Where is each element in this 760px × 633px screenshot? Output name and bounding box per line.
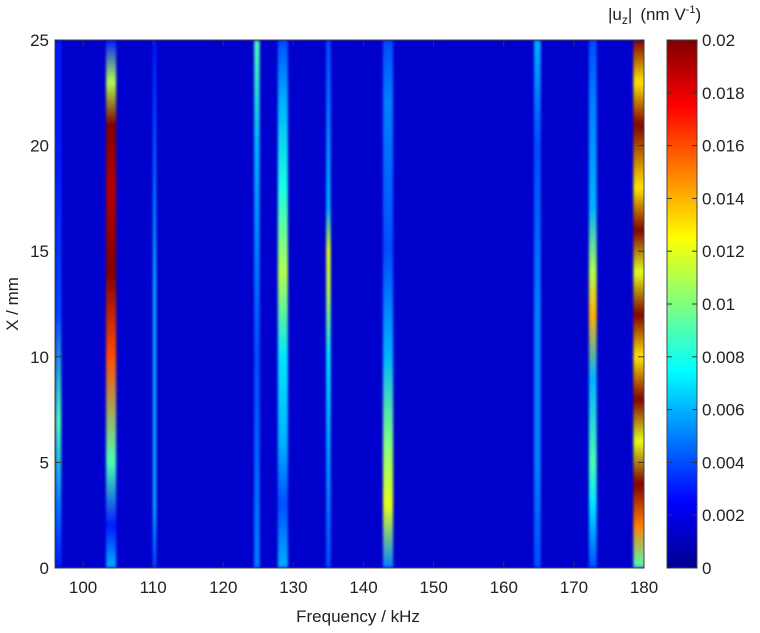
- colorbar-ticks: 0 0.002 0.004 0.006 0.008 0.01 0.012 0.014 0.016…: [667, 31, 745, 578]
- y-axis-ticks: 0 5 10 15 20 25: [30, 31, 644, 578]
- colorbar-tick-label: 0: [702, 559, 711, 578]
- heatmap-background: [55, 40, 644, 568]
- colorbar-tick-label: 0.014: [702, 189, 745, 208]
- resonance-band: [383, 40, 394, 568]
- x-tick-label: 130: [279, 578, 307, 597]
- x-tick-label: 160: [490, 578, 518, 597]
- colorbar-tick-label: 0.016: [702, 137, 745, 156]
- colorbar-tick-label: 0.008: [702, 348, 745, 367]
- plot-frame: [54, 39, 645, 569]
- colorbar-tick-label: 0.006: [702, 401, 745, 420]
- colorbar-title: |uz| (nm V-1): [608, 4, 701, 27]
- y-axis-title: X / mm: [3, 277, 22, 331]
- colorbar-tick-label: 0.018: [702, 84, 745, 103]
- x-tick-label: 140: [349, 578, 377, 597]
- colorbar: 0 0.002 0.004 0.006 0.008 0.01 0.012 0.014 0.016…: [608, 4, 745, 578]
- colorbar-title-unit: (nm V: [640, 5, 686, 24]
- y-tick-label: 25: [30, 31, 49, 50]
- resonance-band: [534, 40, 541, 568]
- colorbar-title-subscript: z: [622, 13, 628, 27]
- x-tick-label: 100: [69, 578, 97, 597]
- colorbar-tick-label: 0.004: [702, 453, 745, 472]
- y-tick-label: 20: [30, 137, 49, 156]
- x-tick-label: 120: [209, 578, 237, 597]
- colorbar-tick-label: 0.012: [702, 242, 745, 261]
- colorbar-title-superscript: -1: [686, 4, 696, 16]
- x-tick-label: 170: [560, 578, 588, 597]
- colorbar-tick-label: 0.01: [702, 295, 735, 314]
- heatmap-bands: [55, 40, 644, 568]
- heatmap-plot-area: [54, 39, 645, 569]
- colorbar-title-bar-left: |: [608, 5, 612, 24]
- y-tick-label: 15: [30, 242, 49, 261]
- x-tick-label: 180: [630, 578, 658, 597]
- resonance-band: [152, 40, 157, 568]
- colorbar-title-unit-close: ): [695, 5, 701, 24]
- colorbar-tick-label: 0.02: [702, 31, 735, 50]
- colorbar-tick-label: 0.002: [702, 506, 745, 525]
- resonance-band: [588, 40, 597, 568]
- x-axis-ticks: 100 110 120 130 140 150 160 170 180: [69, 40, 658, 597]
- resonance-band: [326, 40, 331, 568]
- x-tick-label: 150: [419, 578, 447, 597]
- x-axis-title: Frequency / kHz: [296, 607, 420, 626]
- y-tick-label: 10: [30, 348, 49, 367]
- resonance-band: [254, 40, 260, 568]
- resonance-band: [277, 40, 288, 568]
- resonance-band: [55, 40, 62, 568]
- colorbar-title-bar-right: |: [628, 5, 632, 24]
- x-tick-label: 110: [140, 578, 167, 597]
- y-tick-label: 0: [40, 559, 49, 578]
- resonance-band: [633, 40, 644, 568]
- colorbar-title-variable: u: [612, 5, 621, 24]
- y-tick-label: 5: [40, 453, 49, 472]
- resonance-band: [106, 40, 117, 568]
